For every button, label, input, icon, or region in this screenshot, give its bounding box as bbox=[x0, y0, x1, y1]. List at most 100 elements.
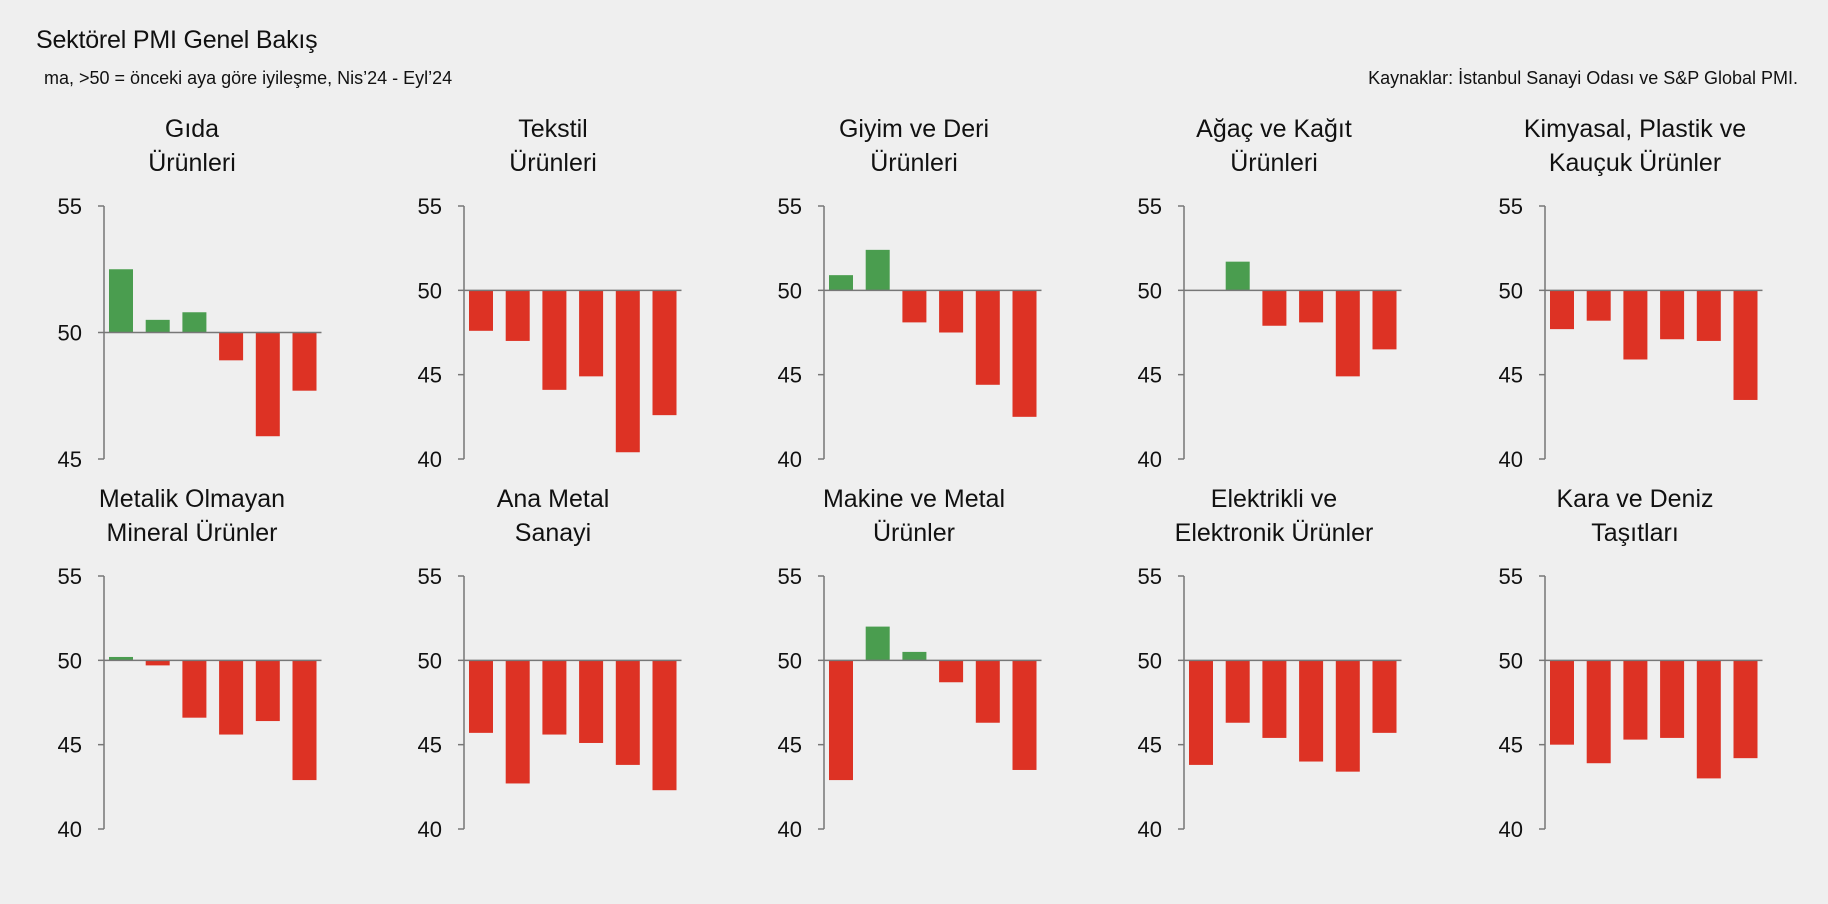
bar bbox=[469, 660, 493, 733]
panel-chart: 40 45 50 55 bbox=[418, 194, 682, 472]
bar bbox=[292, 332, 317, 391]
panel-chart: 40 45 50 55 bbox=[778, 194, 1042, 472]
y-tick-label: 45 bbox=[58, 447, 82, 472]
bar bbox=[219, 332, 244, 361]
bar bbox=[1550, 290, 1574, 330]
bar bbox=[1660, 660, 1685, 738]
bar bbox=[939, 660, 964, 683]
y-tick-label: 40 bbox=[1499, 447, 1523, 472]
bar bbox=[652, 660, 677, 791]
y-tick-label: 50 bbox=[1138, 278, 1162, 303]
y-tick-label: 45 bbox=[1138, 733, 1162, 758]
bar bbox=[865, 249, 890, 291]
y-tick-label: 50 bbox=[778, 278, 802, 303]
y-tick-label: 40 bbox=[778, 447, 802, 472]
y-tick-label: 45 bbox=[1499, 733, 1523, 758]
bar bbox=[902, 651, 927, 661]
bar bbox=[1225, 261, 1250, 291]
y-tick-label: 45 bbox=[778, 363, 802, 388]
bar bbox=[182, 312, 207, 333]
y-tick-label: 50 bbox=[1138, 648, 1162, 673]
y-tick-label: 45 bbox=[418, 363, 442, 388]
panel-title: Kara ve Deniz Taşıtları bbox=[1556, 485, 1714, 547]
bar bbox=[1660, 290, 1685, 340]
bar bbox=[255, 332, 280, 437]
y-tick-label: 50 bbox=[1499, 278, 1523, 303]
bar bbox=[1189, 660, 1213, 765]
bar bbox=[1012, 660, 1037, 770]
y-tick-label: 55 bbox=[1138, 194, 1162, 219]
y-tick-label: 50 bbox=[1499, 648, 1523, 673]
bar bbox=[579, 660, 604, 743]
y-tick-label: 45 bbox=[778, 733, 802, 758]
bar bbox=[542, 660, 567, 735]
y-tick-label: 40 bbox=[418, 447, 442, 472]
bar bbox=[1550, 660, 1574, 745]
panel-title: Giyim ve Deri Ürünleri bbox=[838, 115, 989, 177]
bar bbox=[652, 290, 677, 416]
bar bbox=[219, 660, 244, 735]
bar bbox=[1733, 660, 1758, 759]
y-tick-label: 40 bbox=[1499, 817, 1523, 842]
bar bbox=[1012, 290, 1037, 417]
bar bbox=[292, 660, 317, 781]
y-tick-label: 55 bbox=[418, 564, 442, 589]
panel-chart: 40 45 50 55 bbox=[778, 564, 1042, 842]
y-tick-label: 50 bbox=[58, 321, 82, 346]
bar bbox=[975, 660, 1000, 723]
bar bbox=[1225, 660, 1250, 723]
panel-chart: 40 45 50 55 bbox=[1499, 194, 1763, 472]
bar bbox=[579, 290, 604, 377]
bar bbox=[1696, 660, 1721, 779]
bar bbox=[505, 660, 530, 784]
bar bbox=[145, 319, 170, 333]
bar bbox=[182, 660, 207, 718]
bar bbox=[505, 290, 530, 341]
panel-chart: 40 45 50 55 bbox=[58, 564, 322, 842]
panel-title: Gıda Ürünleri bbox=[148, 115, 236, 177]
bar bbox=[542, 290, 567, 390]
y-tick-label: 40 bbox=[58, 817, 82, 842]
bar bbox=[615, 660, 640, 765]
panel-chart: 45 50 55 bbox=[58, 194, 322, 472]
chart-subtitle: ma, >50 = önceki aya göre iyileşme, Nis’… bbox=[44, 68, 453, 88]
bar bbox=[975, 290, 1000, 385]
chart-source: Kaynaklar: İstanbul Sanayi Odası ve S&P … bbox=[1368, 68, 1798, 88]
y-tick-label: 40 bbox=[418, 817, 442, 842]
panel-title: Elektrikli ve Elektronik Ürünler bbox=[1174, 485, 1374, 547]
bar bbox=[1299, 660, 1324, 762]
bar bbox=[829, 275, 853, 291]
bar bbox=[1623, 660, 1648, 740]
y-tick-label: 45 bbox=[58, 733, 82, 758]
y-tick-label: 55 bbox=[58, 194, 82, 219]
y-tick-label: 45 bbox=[1138, 363, 1162, 388]
bar bbox=[829, 660, 853, 781]
panel-title: Makine ve Metal Ürünler bbox=[822, 485, 1006, 547]
bar bbox=[1372, 290, 1397, 350]
bar bbox=[1335, 660, 1360, 772]
bar bbox=[109, 269, 133, 333]
y-tick-label: 55 bbox=[1138, 564, 1162, 589]
y-tick-label: 50 bbox=[418, 278, 442, 303]
bar bbox=[1372, 660, 1397, 733]
panel-title: Tekstil Ürünleri bbox=[509, 115, 597, 177]
bar bbox=[902, 290, 927, 323]
panel-chart: 40 45 50 55 bbox=[1499, 564, 1763, 842]
y-tick-label: 50 bbox=[58, 648, 82, 673]
chart-title: Sektörel PMI Genel Bakış bbox=[36, 26, 318, 54]
bar bbox=[939, 290, 964, 333]
bar bbox=[1299, 290, 1324, 323]
y-tick-label: 40 bbox=[1138, 817, 1162, 842]
bar bbox=[109, 656, 133, 661]
y-tick-label: 55 bbox=[418, 194, 442, 219]
y-tick-label: 45 bbox=[418, 733, 442, 758]
bar bbox=[1733, 290, 1758, 400]
y-tick-label: 55 bbox=[1499, 194, 1523, 219]
bar bbox=[1586, 290, 1611, 321]
panel-title: Metalik Olmayan Mineral Ürünler bbox=[98, 485, 286, 547]
y-tick-label: 55 bbox=[1499, 564, 1523, 589]
y-tick-label: 40 bbox=[1138, 447, 1162, 472]
y-tick-label: 55 bbox=[778, 194, 802, 219]
y-tick-label: 45 bbox=[1499, 363, 1523, 388]
